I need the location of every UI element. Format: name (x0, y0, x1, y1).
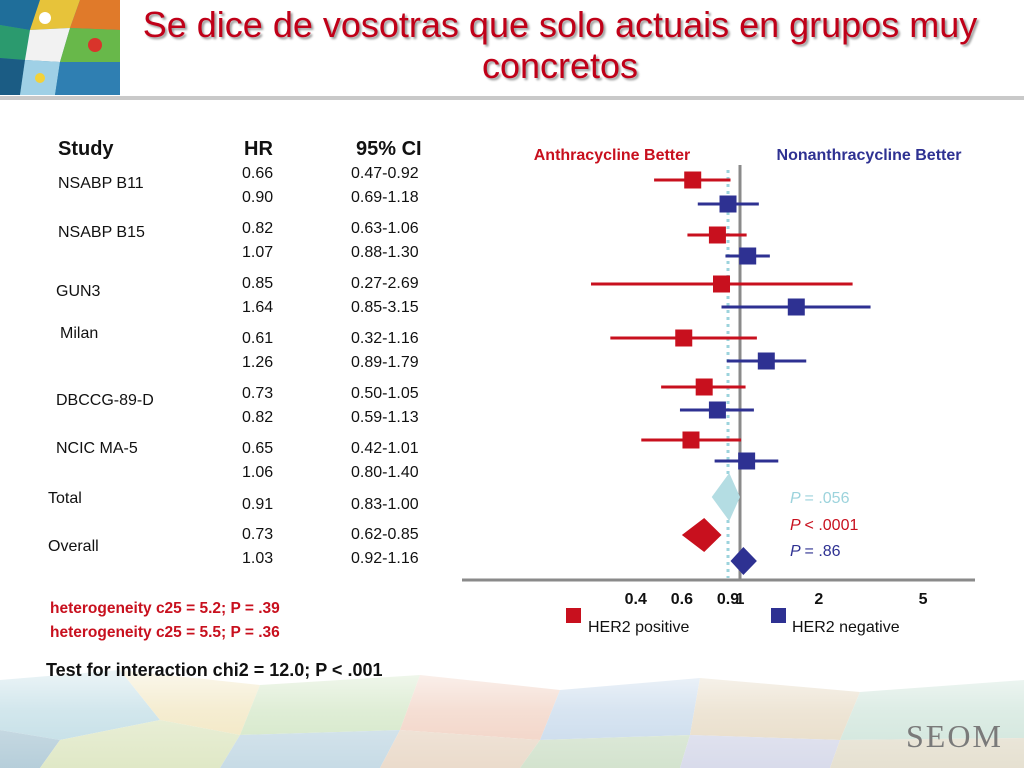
overall-ci: 0.62-0.85 (351, 526, 419, 543)
left-region-label: Anthracycline Better (534, 147, 691, 164)
hr-value: 1.26 (242, 354, 274, 371)
ci-value: 0.88-1.30 (351, 244, 419, 261)
overall-ci: 0.92-1.16 (351, 550, 419, 567)
ci-value: 0.27-2.69 (351, 275, 419, 292)
hr-value: 0.82 (242, 220, 274, 237)
interaction-test: Test for interaction chi2 = 12.0; P < .0… (46, 660, 383, 680)
hr-marker (682, 431, 700, 449)
total-name: Total (48, 490, 82, 507)
hr-value: 1.06 (242, 464, 274, 481)
pooled-diamond-her2-negative (730, 547, 757, 575)
mosaic-decoration-bottom (0, 640, 1024, 768)
hr-marker (738, 452, 756, 470)
study-name: GUN3 (56, 283, 101, 300)
p-value-label: P = .86 (790, 543, 841, 560)
study-name: NCIC MA-5 (56, 440, 138, 457)
ci-value: 0.89-1.79 (351, 354, 419, 371)
x-tick-label: 5 (919, 591, 928, 608)
ci-value: 0.85-3.15 (351, 299, 419, 316)
ci-value: 0.47-0.92 (351, 165, 419, 182)
hr-marker (695, 378, 713, 396)
x-tick-label: 2 (814, 591, 823, 608)
hr-marker (719, 195, 737, 213)
hr-marker (787, 298, 805, 316)
ci-value: 0.80-1.40 (351, 464, 419, 481)
study-header: Study (58, 138, 114, 160)
hr-value: 0.82 (242, 409, 274, 426)
hr-marker (708, 401, 726, 419)
right-region-label: Nonanthracycline Better (777, 147, 962, 164)
hr-header: HR (244, 138, 273, 160)
mosaic-decoration-top (0, 0, 120, 95)
hr-marker (684, 171, 702, 189)
pooled-diamond-her2-positive (681, 518, 722, 552)
hr-value: 1.64 (242, 299, 274, 316)
ci-value: 0.59-1.13 (351, 409, 419, 426)
study-name: DBCCG-89-D (56, 392, 154, 409)
hr-marker (713, 275, 731, 293)
p-value-label: P < .0001 (790, 517, 858, 534)
ci-value: 0.32-1.16 (351, 330, 419, 347)
legend-swatch-her2-positive (566, 608, 581, 623)
hr-marker (675, 329, 693, 347)
hr-value: 0.61 (242, 330, 274, 347)
study-name: NSABP B15 (58, 224, 145, 241)
hr-marker (708, 226, 726, 244)
total-hr: 0.91 (242, 496, 274, 513)
x-tick-label: 1 (736, 591, 745, 608)
hr-marker (739, 247, 757, 265)
total-ci: 0.83-1.00 (351, 496, 419, 513)
study-name: NSABP B11 (58, 175, 144, 192)
ci-value: 0.69-1.18 (351, 189, 419, 206)
hr-value: 0.65 (242, 440, 274, 457)
overall-hr: 1.03 (242, 550, 274, 567)
overall-name: Overall (48, 538, 99, 555)
study-name: Milan (60, 325, 99, 342)
hr-value: 0.73 (242, 385, 274, 402)
total-diamond (711, 473, 740, 521)
ci-value: 0.42-1.01 (351, 440, 419, 457)
hr-marker (757, 352, 775, 370)
title-divider (0, 96, 1024, 100)
x-tick-label: 0.4 (625, 591, 647, 608)
hr-value: 0.90 (242, 189, 274, 206)
heterogeneity-note-2: heterogeneity c25 = 5.5; P = .36 (50, 624, 280, 641)
seom-logo: SEOM (906, 718, 1003, 754)
heterogeneity-note-1: heterogeneity c25 = 5.2; P = .39 (50, 600, 280, 617)
hr-value: 1.07 (242, 244, 274, 261)
overall-hr: 0.73 (242, 526, 274, 543)
legend-label-her2-positive: HER2 positive (588, 619, 689, 636)
legend-swatch-her2-negative (771, 608, 786, 623)
x-tick-label: 0.6 (671, 591, 693, 608)
hr-value: 0.66 (242, 165, 274, 182)
legend-label-her2-negative: HER2 negative (792, 619, 900, 636)
p-value-label: P = .056 (790, 490, 850, 507)
hr-value: 0.85 (242, 275, 274, 292)
ci-value: 0.50-1.05 (351, 385, 419, 402)
ci-header: 95% CI (356, 138, 422, 160)
ci-value: 0.63-1.06 (351, 220, 419, 237)
slide-title: Se dice de vosotras que solo actuais en … (142, 4, 978, 86)
x-tick-label: 0.9 (717, 591, 739, 608)
